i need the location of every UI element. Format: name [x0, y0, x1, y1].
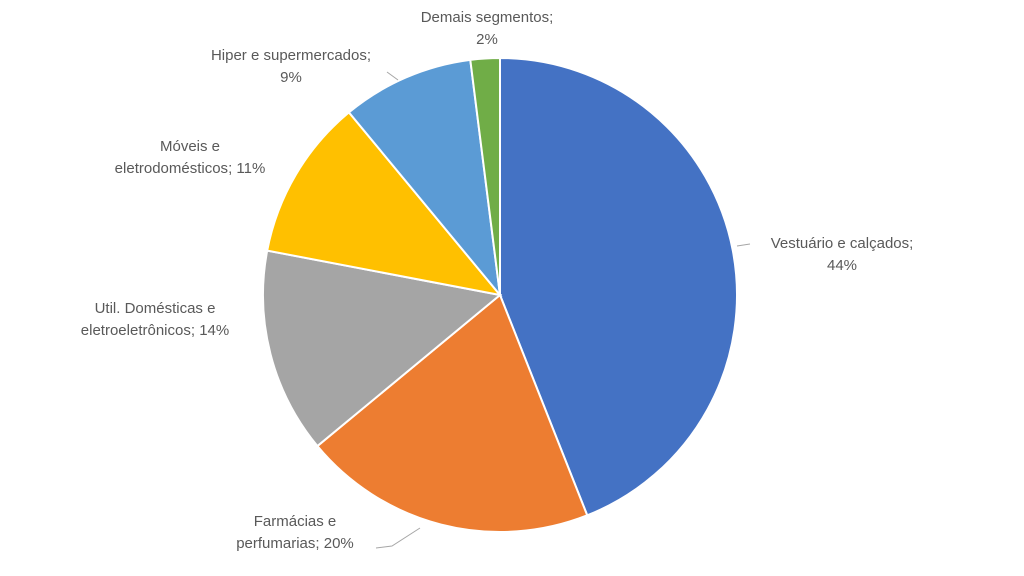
data-label: Farmácias e perfumarias; 20%	[215, 511, 375, 555]
data-label: Hiper e supermercados; 9%	[181, 45, 401, 89]
category-name: Vestuário e calçados	[770, 235, 910, 252]
category-name: Farmácias e perfumarias	[236, 513, 337, 552]
separator: ;	[190, 322, 196, 339]
value-label: 20%	[323, 535, 354, 552]
pie-slice	[469, 56, 501, 296]
value-label: 9%	[280, 69, 302, 86]
pie-slice	[499, 56, 738, 517]
separator: ;	[228, 160, 233, 177]
value-label: 11%	[236, 160, 266, 177]
category-name: Hiper e supermercados	[210, 47, 367, 64]
pie-slice	[315, 293, 589, 533]
data-label: Móveis e eletrodomésticos; 11%	[108, 136, 273, 180]
leader-line	[736, 243, 751, 247]
value-label: 44%	[826, 257, 858, 274]
separator: ;	[366, 47, 372, 64]
separator: ;	[315, 535, 320, 552]
separator: ;	[909, 235, 914, 252]
category-name: Demais segmentos	[420, 9, 550, 26]
category-name: Móveis e eletrodomésticos	[114, 138, 229, 177]
data-label: Util. Domésticas e eletroeletrônicos; 14…	[53, 298, 258, 342]
data-label: Vestuário e calçados; 44%	[742, 233, 942, 277]
pie-slice	[262, 249, 503, 448]
separator: ;	[549, 9, 554, 26]
pie-slice	[347, 58, 502, 299]
leader-line	[386, 71, 399, 81]
category-name: Util. Domésticas e eletroeletrônicos	[80, 300, 216, 339]
value-label: 14%	[199, 322, 230, 339]
pie-slice	[266, 110, 503, 297]
leader-line	[375, 527, 421, 549]
data-label: Demais segmentos; 2%	[387, 7, 587, 51]
value-label: 2%	[476, 31, 498, 48]
